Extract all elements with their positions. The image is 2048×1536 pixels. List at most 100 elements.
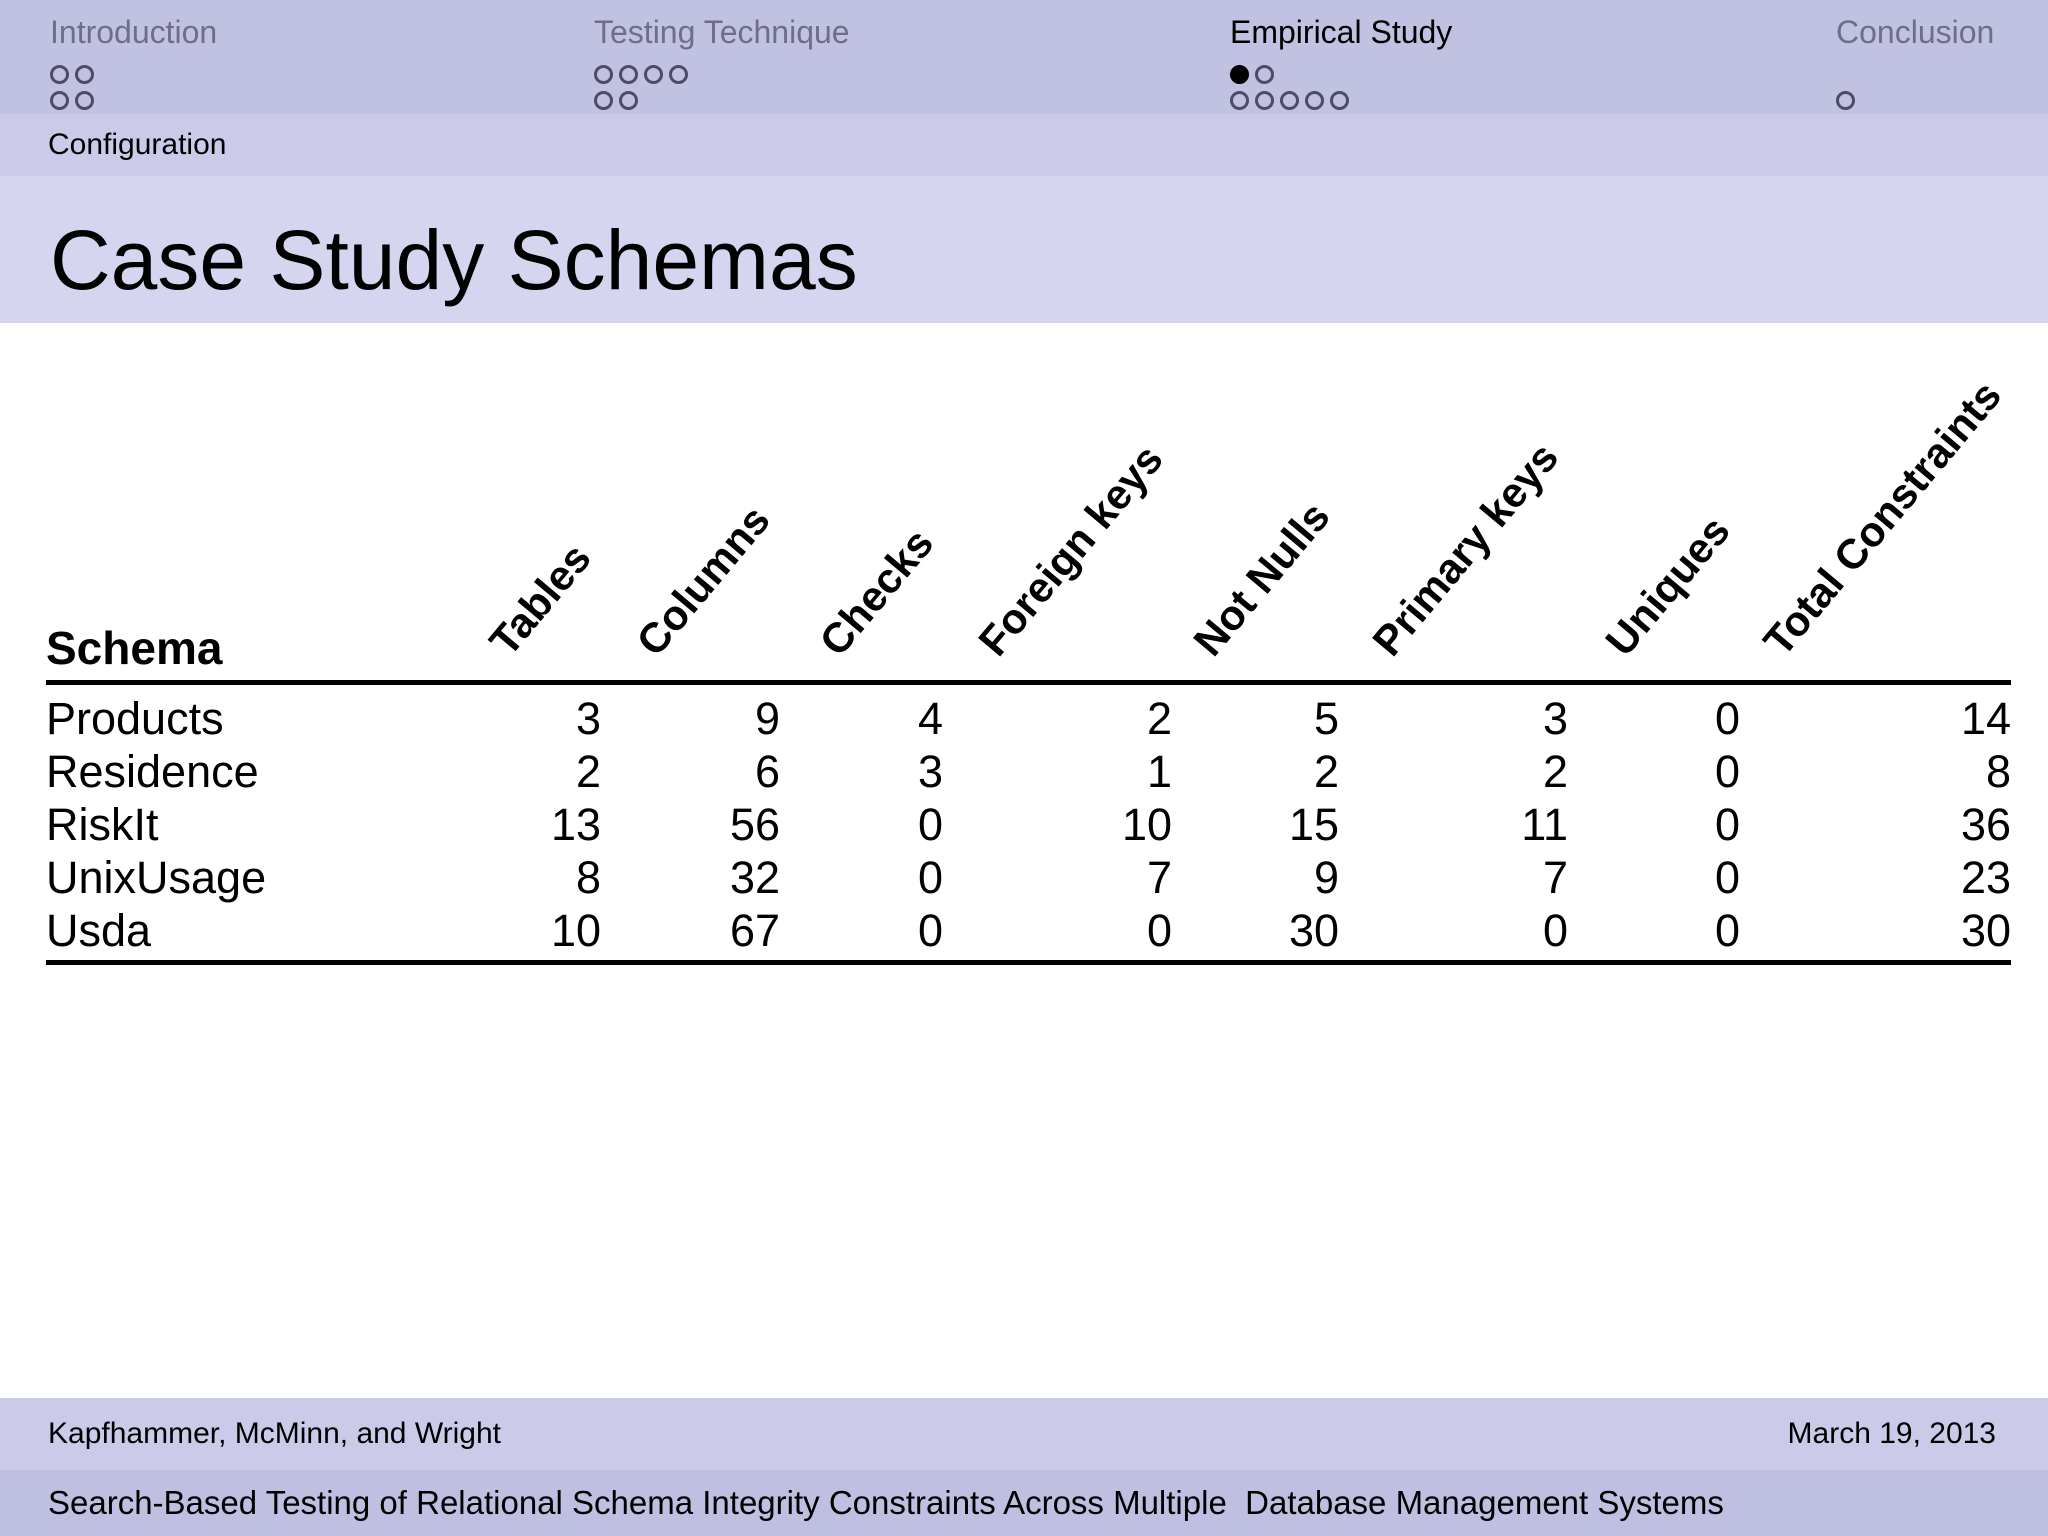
value-cell: 14 (1960, 692, 2011, 744)
value-cell: 0 (917, 851, 943, 903)
slide-dot-row (1230, 61, 1452, 87)
value-cell: 0 (1542, 904, 1568, 956)
slide-dots (594, 61, 850, 113)
footer-date: March 19, 2013 (1787, 1417, 1996, 1450)
nav-section-label[interactable]: Conclusion (1836, 14, 1995, 50)
value-cell: 56 (729, 798, 780, 850)
value-cell: 9 (1313, 851, 1339, 903)
schema-name-cell: Products (46, 692, 224, 744)
value-cell: 7 (1146, 851, 1172, 903)
slide-dot-row (1836, 87, 1994, 113)
slide-dot[interactable] (75, 64, 94, 84)
footer-talk-title: Search-Based Testing of Relational Schem… (48, 1484, 1724, 1521)
slide-dots (1230, 61, 1452, 113)
value-cell: 1 (1146, 745, 1172, 797)
slide-dot[interactable] (1836, 90, 1855, 110)
value-cell: 0 (1714, 851, 1740, 903)
nav-section-testing-technique[interactable]: Testing Technique (594, 12, 850, 113)
slide-dot[interactable] (1305, 90, 1324, 110)
value-cell: 2 (1313, 745, 1339, 797)
column-header-tables: Tables (480, 534, 601, 665)
slide-dot[interactable] (594, 90, 613, 110)
table-row: UnixUsage 8 32 0 7 9 7 0 23 (46, 851, 2011, 904)
column-header-checks: Checks (810, 519, 943, 665)
nav-section-label[interactable]: Testing Technique (594, 14, 850, 50)
value-cell: 13 (550, 798, 601, 850)
value-cell: 8 (575, 851, 601, 903)
footer-author-bar: Kapfhammer, McMinn, and Wright March 19,… (0, 1398, 2048, 1470)
slide-dot[interactable] (619, 90, 638, 110)
value-cell: 30 (1960, 904, 2011, 956)
slide-dot[interactable] (619, 64, 638, 84)
value-cell: 2 (1542, 745, 1568, 797)
value-cell: 4 (917, 692, 943, 744)
slide-dot[interactable] (594, 64, 613, 84)
nav-section-label[interactable]: Empirical Study (1230, 14, 1453, 50)
slide-dot-current[interactable] (1230, 64, 1249, 84)
column-header-not-nulls: Not Nulls (1183, 492, 1339, 665)
value-cell: 9 (754, 692, 780, 744)
value-cell: 11 (1521, 798, 1568, 850)
table-row: Residence 2 6 3 1 2 2 0 8 (46, 745, 2011, 798)
value-cell: 30 (1288, 904, 1339, 956)
value-cell: 0 (1714, 904, 1740, 956)
value-cell: 0 (1714, 798, 1740, 850)
value-cell: 0 (1146, 904, 1172, 956)
nav-section-introduction[interactable]: Introduction (50, 12, 217, 113)
frame-title-band: Case Study Schemas (0, 176, 2048, 323)
slide-dot[interactable] (50, 90, 69, 110)
schema-name-cell: UnixUsage (46, 851, 267, 903)
column-header-columns: Columns (627, 496, 780, 665)
value-cell: 7 (1542, 851, 1568, 903)
footer-authors: Kapfhammer, McMinn, and Wright (48, 1417, 501, 1450)
slide-dot[interactable] (1330, 90, 1349, 110)
schema-table: Schema Tables Columns Checks Foreign key… (46, 330, 2011, 980)
table-top-rule (46, 680, 2011, 685)
page-title: Case Study Schemas (50, 213, 858, 307)
slide-dot[interactable] (75, 90, 94, 110)
schema-name-cell: Residence (46, 745, 259, 797)
slide-dot[interactable] (50, 64, 69, 84)
column-header-total-constraints: Total Constraints (1754, 371, 2011, 665)
value-cell: 0 (917, 904, 943, 956)
slide-dot[interactable] (644, 64, 663, 84)
value-cell: 2 (575, 745, 601, 797)
slide-dot-row (1836, 61, 1994, 87)
value-cell: 32 (729, 851, 780, 903)
value-cell: 10 (550, 904, 601, 956)
nav-section-label[interactable]: Introduction (50, 14, 218, 50)
table-row: RiskIt 13 56 0 10 15 11 0 36 (46, 798, 2011, 851)
slide-dot[interactable] (1280, 90, 1299, 110)
table-bottom-rule (46, 960, 2011, 965)
nav-section-empirical-study[interactable]: Empirical Study (1230, 12, 1452, 113)
value-cell: 0 (1714, 692, 1740, 744)
slide-dot[interactable] (1230, 90, 1249, 110)
value-cell: 6 (754, 745, 780, 797)
value-cell: 67 (729, 904, 780, 956)
schema-name-cell: RiskIt (46, 798, 159, 850)
subsection-bar: Configuration (0, 114, 2048, 176)
value-cell: 8 (1985, 745, 2011, 797)
nav-section-conclusion[interactable]: Conclusion (1836, 12, 1994, 113)
value-cell: 3 (1542, 692, 1568, 744)
value-cell: 3 (575, 692, 601, 744)
slide-dot[interactable] (669, 64, 688, 84)
table-header-area: Schema Tables Columns Checks Foreign key… (46, 330, 2011, 683)
slide-dot[interactable] (1255, 64, 1274, 84)
value-cell: 10 (1121, 798, 1172, 850)
value-cell: 3 (917, 745, 943, 797)
table-row: Usda 10 67 0 0 30 0 0 30 (46, 904, 2011, 957)
value-cell: 5 (1313, 692, 1339, 744)
column-header-foreign-keys: Foreign keys (968, 435, 1172, 665)
slide-dot[interactable] (1255, 90, 1274, 110)
value-cell: 2 (1146, 692, 1172, 744)
value-cell: 36 (1960, 798, 2011, 850)
column-header-uniques: Uniques (1596, 507, 1740, 665)
column-header-schema: Schema (46, 622, 223, 674)
table-row: Products 3 9 4 2 5 3 0 14 (46, 692, 2011, 745)
value-cell: 0 (917, 798, 943, 850)
slide-dots (1836, 61, 1994, 113)
slide-dots (50, 61, 217, 113)
slide-dot-row (50, 87, 217, 113)
slide-dot-row (594, 61, 850, 87)
